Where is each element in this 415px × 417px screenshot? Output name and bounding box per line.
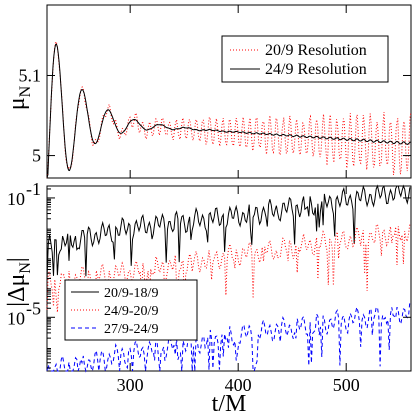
top-ticks: 55.1 (19, 5, 411, 178)
legend-label-20-9-resolution: 20/9 Resolution (265, 42, 367, 59)
bottom-y-tick-label--1: 10 (7, 189, 25, 209)
x-tick-label-300: 300 (117, 375, 144, 395)
top-legend-box (221, 35, 389, 83)
series-line-24-9-resolution (46, 43, 411, 179)
top-panel: 55.1 μN 20/9 Resolution 24/9 Resolution (4, 4, 412, 179)
top-plot-lines (46, 40, 412, 179)
series-line-20-9-18-9 (46, 184, 411, 280)
top-y-tick-label-5.1: 5.1 (19, 65, 42, 85)
x-tick-label-500: 500 (333, 375, 360, 395)
bottom-y-axis-title: |ΔμN| (4, 257, 34, 306)
top-plot-frame (46, 4, 412, 179)
bottom-y-tick-exponent--5: -5 (26, 298, 41, 318)
legend-label-24-9-20-9: 24/9-20/9 (104, 304, 158, 319)
bottom-y-tick-exponent--1: -1 (26, 179, 41, 199)
bottom-legend: 20/9-18/9 24/9-20/9 27/9-24/9 (64, 279, 198, 341)
bottom-plot-lines (46, 184, 411, 373)
top-y-tick-label-5: 5 (32, 146, 41, 166)
x-tick-label-400: 400 (225, 375, 252, 395)
series-line-20-9-resolution (46, 40, 412, 179)
top-legend: 20/9 Resolution 24/9 Resolution (221, 35, 389, 83)
legend-label-20-9-18-9: 20/9-18/9 (104, 286, 158, 301)
legend-label-24-9-resolution: 24/9 Resolution (265, 61, 367, 78)
bottom-y-tick-label--5: 10 (7, 308, 25, 328)
legend-label-27-9-24-9: 27/9-24/9 (104, 322, 158, 337)
x-axis-title: t/M (212, 391, 247, 417)
series-line-27-9-24-9 (46, 300, 411, 373)
top-y-axis-title: μN (4, 85, 34, 110)
